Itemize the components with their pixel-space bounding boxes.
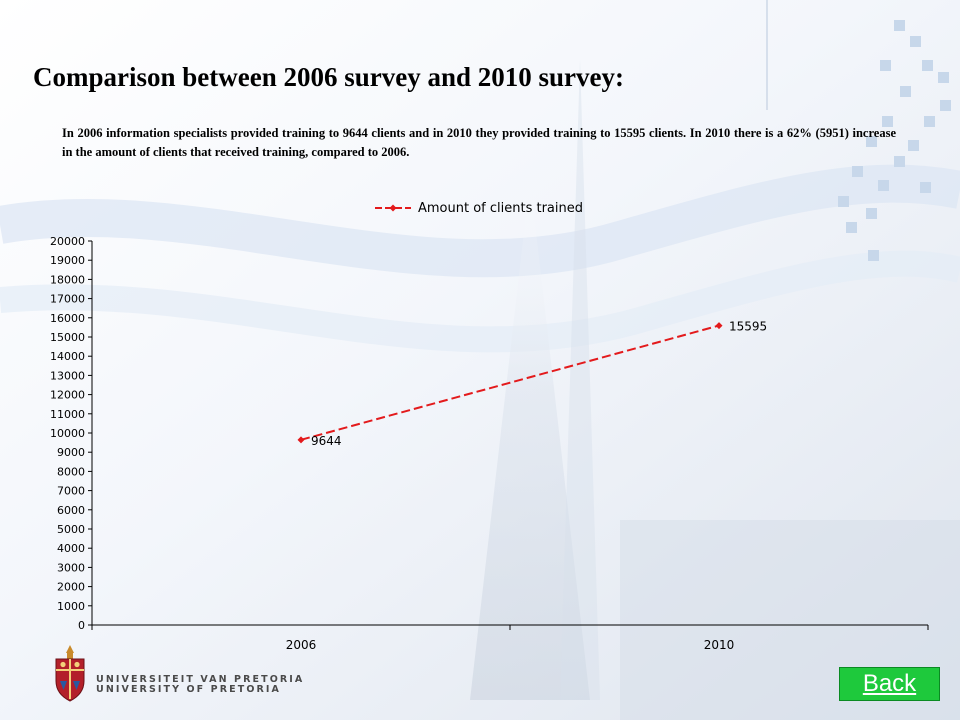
y-tick-label: 10000 (50, 427, 85, 440)
y-tick-label: 0 (78, 619, 85, 632)
y-tick-label: 4000 (57, 542, 85, 555)
y-tick-label: 20000 (50, 235, 85, 248)
data-point-marker (297, 436, 305, 444)
x-tick-label: 2010 (704, 638, 735, 652)
legend-marker (389, 204, 397, 212)
y-tick-label: 18000 (50, 273, 85, 286)
summary-paragraph: In 2006 information specialists provided… (62, 126, 896, 159)
legend-label: Amount of clients trained (418, 201, 583, 216)
y-tick-label: 8000 (57, 465, 85, 478)
data-label: 9644 (311, 434, 342, 448)
back-link-label[interactable]: Back (862, 670, 917, 697)
university-crest-logo (55, 645, 85, 702)
y-tick-label: 7000 (57, 485, 85, 498)
data-point-marker (715, 322, 723, 330)
slide-title: Comparison between 2006 survey and 2010 … (33, 62, 624, 92)
y-tick-label: 3000 (57, 561, 85, 574)
y-tick-label: 12000 (50, 389, 85, 402)
y-tick-label: 11000 (50, 408, 85, 421)
line-chart: Amount of clients trained 0 1000 2000 3000 4… (50, 201, 929, 652)
series-line (300, 324, 720, 441)
university-name-afrikaans: UNIVERSITEIT VAN PRETORIA (96, 674, 305, 685)
y-tick-label: 13000 (50, 369, 85, 382)
y-tick-label: 14000 (50, 350, 85, 363)
y-tick-label: 1000 (57, 600, 85, 613)
y-tick-label: 17000 (50, 293, 85, 306)
y-tick-label: 15000 (50, 331, 85, 344)
back-button[interactable]: Back (839, 667, 940, 701)
data-label: 15595 (729, 320, 767, 334)
university-name-english: UNIVERSITY OF PRETORIA (96, 684, 281, 695)
y-tick-label: 9000 (57, 446, 85, 459)
x-tick-label: 2006 (286, 638, 317, 652)
y-tick-label: 2000 (57, 581, 85, 594)
y-tick-label: 16000 (50, 312, 85, 325)
y-tick-label: 19000 (50, 254, 85, 267)
y-tick-label: 5000 (57, 523, 85, 536)
legend: Amount of clients trained (375, 201, 583, 216)
y-tick-label: 6000 (57, 504, 85, 517)
